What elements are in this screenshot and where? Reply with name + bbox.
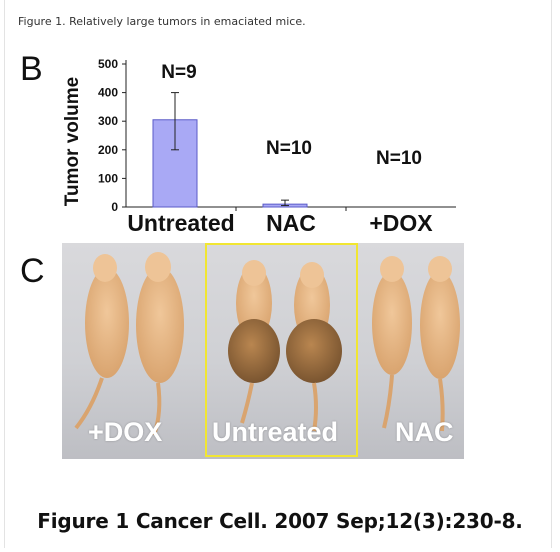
- y-tick-label: 200: [98, 143, 118, 157]
- photo-label-nac: NAC: [395, 417, 454, 447]
- n-label: N=10: [266, 138, 312, 159]
- y-axis-title-group: Tumor volume: [62, 77, 83, 207]
- tumor-volume-bar-chart: Tumor volume 0 100 200 300 400 500 N=9 N=10 N=1…: [62, 57, 456, 236]
- dox-mouse-1: [74, 254, 129, 430]
- y-tick-label: 0: [111, 200, 118, 214]
- citation: Figure 1 Cancer Cell. 2007 Sep;12(3):230…: [37, 509, 523, 533]
- x-tick-label: +DOX: [369, 210, 433, 236]
- y-axis-title: Tumor volume: [62, 77, 83, 207]
- photo-label-untreated: Untreated: [212, 417, 339, 447]
- x-tick-label: Untreated: [127, 210, 234, 236]
- y-tick-label: 100: [98, 171, 118, 185]
- y-tick-label: 300: [98, 114, 118, 128]
- untreated-mouse-1: [228, 260, 280, 424]
- mice-illustration: [74, 252, 460, 436]
- y-tick-label: 500: [98, 57, 118, 71]
- untreated-highlight-box: [205, 243, 358, 457]
- n-labels: N=9 N=10 N=10: [161, 62, 422, 169]
- x-tick-labels: Untreated NAC +DOX: [127, 210, 433, 236]
- panel-b-label: B: [20, 50, 43, 88]
- page-frame: [4, 0, 552, 548]
- dox-mouse-2: [136, 252, 184, 436]
- y-tick-label: 400: [98, 86, 118, 100]
- mice-photograph: +DOX Untreated NAC: [62, 243, 464, 459]
- nac-mouse-2: [420, 256, 460, 432]
- panel-c-label: C: [20, 252, 45, 290]
- figure-caption: Figure 1. Relatively large tumors in ema…: [18, 15, 306, 28]
- nac-mouse-1: [372, 256, 412, 429]
- n-label: N=9: [161, 62, 196, 83]
- chart-bars: [152, 119, 308, 208]
- y-tick-labels: 0 100 200 300 400 500: [98, 57, 118, 214]
- error-bars: [171, 92, 289, 207]
- x-tick-label: NAC: [266, 210, 316, 236]
- untreated-mouse-2: [286, 262, 342, 432]
- photo-label-dox: +DOX: [88, 417, 163, 447]
- n-label: N=10: [376, 148, 422, 169]
